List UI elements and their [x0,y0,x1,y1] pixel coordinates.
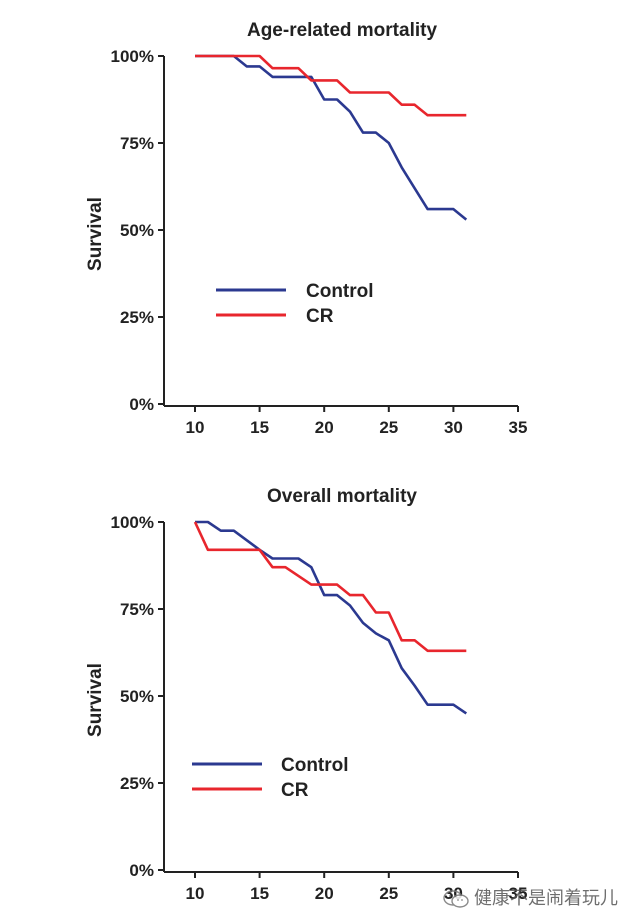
chart2-xtick-label: 15 [250,884,269,903]
chart2-series-control [195,520,468,715]
chart1-title: Age-related mortality [247,20,437,41]
chart2-ytick-label: 25% [120,774,154,793]
chart2-xtick-label: 10 [186,884,205,903]
chart1-series-control [195,54,468,221]
chart2-title: Overall mortality [267,486,417,507]
chart1-xtick-label: 35 [509,418,528,437]
chart2-series-cr [193,521,467,653]
chart2-ytick-label: 100% [111,513,154,532]
chart1-legend-label-control: Control [306,281,374,302]
watermark-text: 健康不是闹着玩儿 [474,888,618,909]
chart2-ytick-label: 75% [120,600,154,619]
chart1-axes [163,56,518,407]
chart1-ylabel: Survival [85,197,106,271]
chart2-xtick-label: 20 [315,884,334,903]
chart1-xtick-label: 30 [444,418,463,437]
chart1-legend-label-cr: CR [306,306,334,327]
wechat-icon [443,890,469,908]
chart1-series-cr [195,54,467,117]
chart2-ytick-label: 50% [120,687,154,706]
chart2-ytick-label: 0% [129,861,154,880]
chart2-xtick-label: 25 [379,884,398,903]
chart1-xtick-label: 10 [186,418,205,437]
chart1-ytick-label: 25% [120,308,154,327]
chart1-ytick-label: 100% [111,47,154,66]
chart1-ytick-label: 0% [129,395,154,414]
watermark: 健康不是闹着玩儿 [442,884,618,910]
chart1-ytick-label: 50% [120,221,154,240]
chart2-ylabel: Survival [85,663,106,737]
chart2-legend-label-control: Control [281,755,349,776]
chart-overall-mortality: Overall mortality 0% 25% 50% 75% 100% 10 15 20 25… [85,486,528,903]
chart2-axes [163,522,518,873]
chart2-xtick-label: 35 [509,884,528,903]
chart1-xtick-label: 15 [250,418,269,437]
chart-age-related-mortality: Age-related mortality 0% 25% 50% 75% 100% 10 15… [85,20,528,437]
chart1-ytick-label: 75% [120,134,154,153]
chart1-xtick-label: 25 [379,418,398,437]
chart1-xtick-label: 20 [315,418,334,437]
chart2-legend-label-cr: CR [281,780,309,801]
